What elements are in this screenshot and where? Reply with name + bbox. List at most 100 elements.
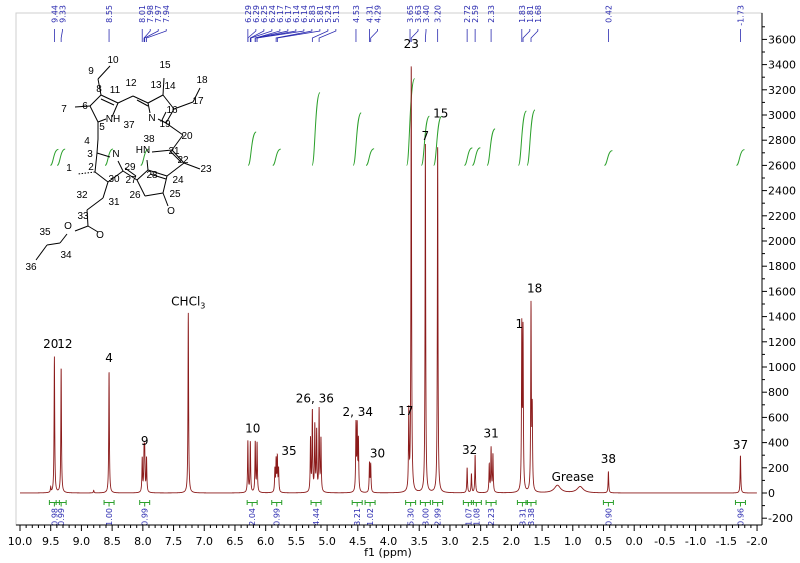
x-tick-label: 8.5: [103, 535, 121, 548]
x-tick-label: 4.5: [349, 535, 367, 548]
integral-value: 0.90: [604, 508, 613, 526]
assignment-text: 18: [527, 282, 542, 296]
integral-curve: [604, 150, 613, 166]
atom-label: 34: [60, 250, 72, 261]
atom-label: NH: [106, 114, 120, 125]
peak-pick-label: 2.59: [471, 5, 480, 23]
peak-pick-connector: [311, 29, 329, 42]
peak-pick-label: 4.29: [373, 5, 382, 23]
bond-line: [97, 78, 102, 96]
atom-label: 21: [168, 146, 180, 157]
atom-label: 1: [66, 163, 72, 174]
bond-line: [149, 173, 167, 180]
peak-pick-label: 8.01: [138, 5, 147, 23]
assignment-text: 31: [483, 427, 498, 441]
peak-pick-label: 1.68: [534, 5, 543, 23]
x-tick-label: 6.0: [257, 535, 275, 548]
bond-line: [162, 175, 168, 194]
bond-line: [96, 152, 111, 158]
integral-curve: [272, 148, 281, 166]
atom-label: 2: [88, 162, 94, 173]
bond-line: [161, 111, 167, 121]
bond-line: [35, 244, 48, 261]
molecule-structure: [35, 65, 201, 261]
peak-pick-connector: [144, 29, 159, 42]
bond-line: [74, 225, 89, 232]
assignment-text: 7: [422, 129, 430, 143]
bond-line: [117, 160, 124, 172]
assignment-label: 2, 34: [343, 405, 374, 419]
integral-bracket: [103, 500, 115, 507]
peak-pick-label: 5.81: [316, 5, 325, 23]
x-tick-label: 9.0: [73, 535, 91, 548]
bond-line: [162, 77, 165, 96]
integral-value: 2.23: [487, 508, 496, 526]
peak-pick-label: 5.24: [324, 5, 333, 23]
integral-bracket: [470, 500, 482, 507]
assignment-label: 10: [245, 422, 260, 436]
assignment-text: 37: [733, 438, 748, 452]
assignment-text: 4: [105, 351, 113, 365]
y-tick-label: 2000: [768, 235, 796, 248]
bond-line: [136, 179, 146, 197]
peak-pick-label: 7.94: [162, 5, 171, 23]
bond-line: [147, 102, 151, 114]
bond-line: [165, 122, 184, 136]
peak-pick-label: 3.65: [406, 5, 415, 23]
bond-line: [183, 162, 201, 170]
integral-curve: [463, 147, 473, 166]
assignment-text: 30: [370, 447, 385, 461]
x-tick-label: 3.5: [410, 535, 428, 548]
atom-label: 16: [166, 105, 178, 116]
peak-pick-connector: [530, 29, 539, 42]
bond-line: [132, 95, 149, 104]
peak-pick-label: 6.14: [300, 5, 309, 23]
bond-line: [107, 170, 124, 183]
peak-pick-label: 8.55: [105, 5, 114, 23]
peak-pick-connector: [247, 29, 257, 42]
x-axis: 10.0 9.5 9.0 8.5 8.0 7.5 7.0 6.5 6.0 5.5 5.0 4.5 4.0…: [8, 524, 768, 548]
y-tick-label: 2200: [768, 210, 796, 223]
integral-bracket: [271, 500, 283, 507]
x-tick-label: 0.0: [625, 535, 643, 548]
peak-pick-label: 1.83: [518, 5, 527, 23]
integral-value: 3.31: [518, 508, 527, 526]
assignment-label: 15: [433, 107, 448, 121]
assignment-label: 4: [105, 351, 113, 365]
atom-label: 29: [124, 162, 136, 173]
assignment-label: 30: [370, 447, 385, 461]
x-tick-label: 4.0: [380, 535, 398, 548]
bond-line: [89, 94, 102, 107]
integral-curve: [352, 112, 362, 166]
peak-pick-connector: [276, 29, 321, 42]
bond-line: [146, 159, 149, 171]
x-tick-label: -2.0: [746, 535, 767, 548]
integral-curve: [140, 148, 149, 166]
bond-line: [171, 134, 184, 151]
bond-line: [100, 98, 115, 106]
bond-line: [165, 108, 175, 124]
x-tick-label: 9.5: [42, 535, 60, 548]
peak-pick-label: 9.44: [50, 5, 59, 23]
y-tick-label: 600: [768, 411, 789, 424]
y-tick-label: 200: [768, 462, 789, 475]
peak-pick-connector: [275, 29, 313, 42]
atom-label: 30: [108, 174, 120, 185]
x-tick-label: 5.5: [288, 535, 306, 548]
bond-line: [124, 167, 137, 177]
peak-pick-connector: [60, 29, 63, 42]
y-tick-label: 3000: [768, 109, 796, 122]
assignment-label: 23: [404, 37, 419, 51]
assignment-text: 32: [462, 443, 477, 457]
peak-pick-label: 6.29: [252, 5, 261, 23]
atom-label: 33: [77, 211, 89, 222]
peak-pick-connector: [410, 29, 419, 42]
integral-value: 0.98: [50, 508, 59, 526]
atom-label: 12: [125, 78, 137, 89]
integral-bracket: [405, 500, 417, 507]
atom-label: 14: [164, 81, 176, 92]
bond-line: [173, 101, 194, 110]
peak-pick-label: 9.33: [58, 5, 67, 23]
assignment-text: 35: [281, 444, 296, 458]
